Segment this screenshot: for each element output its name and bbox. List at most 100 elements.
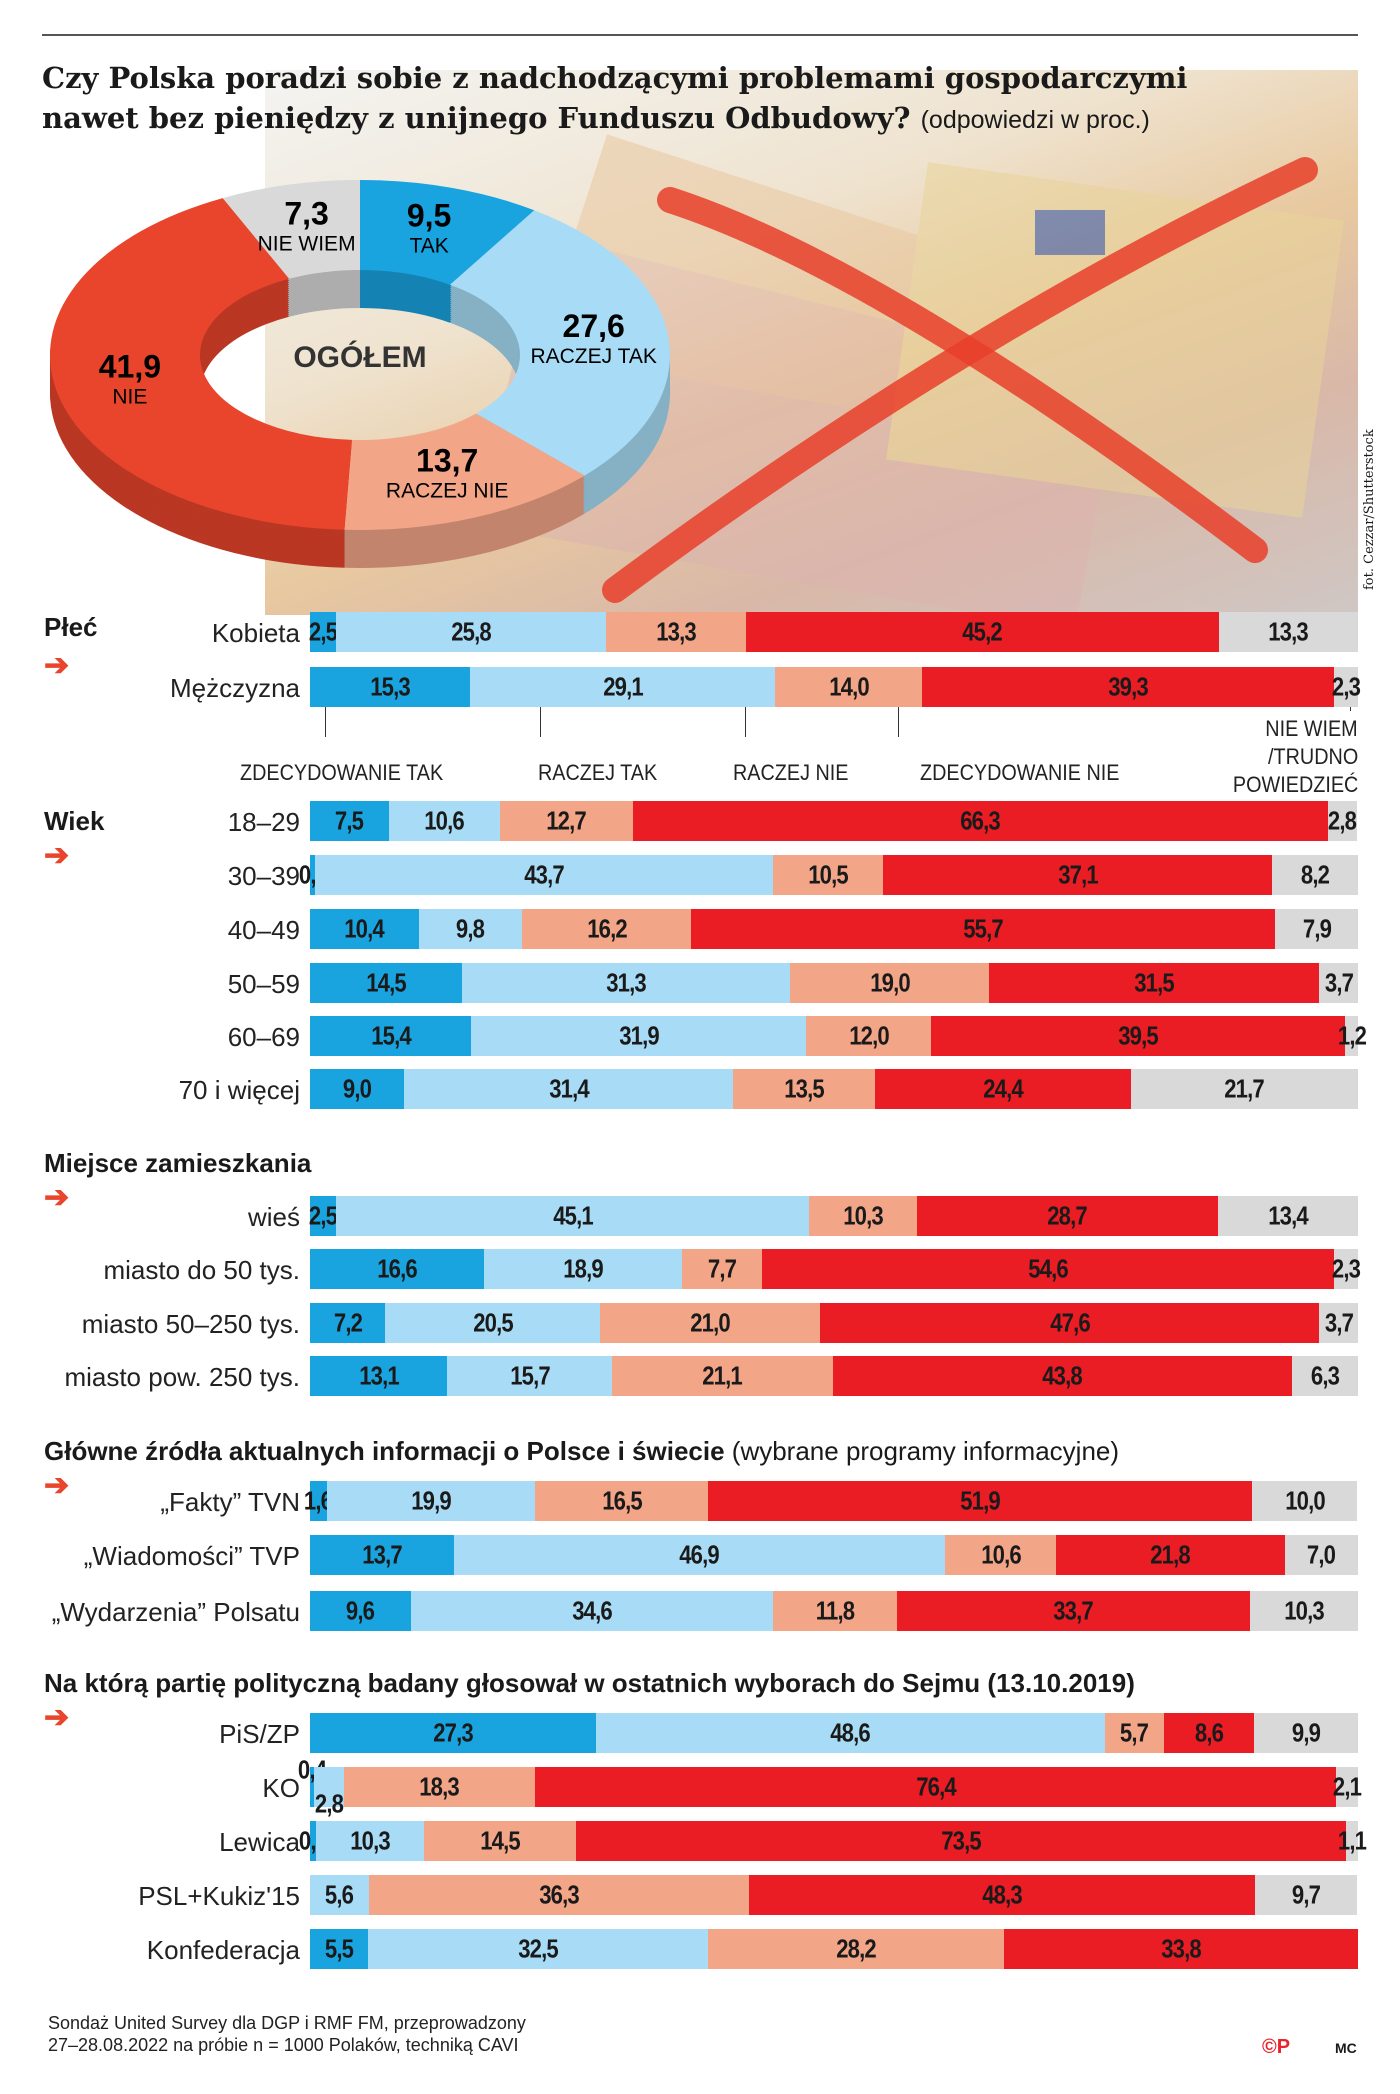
annotation-line bbox=[540, 697, 541, 737]
bar-value-label: 37,1 bbox=[1057, 859, 1098, 890]
bar-value-label: 16,5 bbox=[601, 1485, 642, 1516]
annotation-line bbox=[325, 697, 326, 737]
arrow-icon: ➔ bbox=[44, 839, 70, 872]
bar-value-label: 12,7 bbox=[546, 805, 587, 836]
bar-segment-zdecydowanie-3: 28,7 bbox=[916, 1196, 1218, 1236]
bar-segment-zdecydowanie-0: 9,0 bbox=[310, 1069, 405, 1109]
row-label: 50–59 bbox=[227, 969, 300, 999]
bar-value-label: 43,8 bbox=[1042, 1360, 1083, 1391]
bar-segment-raczej-2: 13,5 bbox=[733, 1069, 875, 1109]
bar-value-label: 54,6 bbox=[1028, 1253, 1068, 1284]
bar-value-label: 33,7 bbox=[1053, 1595, 1094, 1626]
bar-segment-zdecydowanie-3: 73,5 bbox=[576, 1821, 1347, 1861]
stacked-bar-row: 15,4 31,9 12,0 39,5 1,2 bbox=[310, 1016, 1367, 1056]
bar-segment-raczej-1: 20,5 bbox=[385, 1303, 601, 1343]
row-label: Mężczyzna bbox=[169, 673, 300, 703]
row-label: miasto 50–250 tys. bbox=[81, 1309, 300, 1339]
bar-value-label: 13,4 bbox=[1267, 1200, 1308, 1231]
bar-value-label: 5,5 bbox=[324, 1933, 354, 1964]
bar-segment-nie-4: 2,8 bbox=[1327, 801, 1357, 841]
bar-segment-zdecydowanie-3: 51,9 bbox=[708, 1481, 1253, 1521]
bar-segment-raczej-2: 16,5 bbox=[535, 1481, 709, 1521]
stacked-bar-row: 7,5 10,6 12,7 66,3 2,8 bbox=[310, 801, 1358, 841]
bar-value-label: 31,4 bbox=[549, 1073, 589, 1104]
bar-segment-raczej-1: 31,3 bbox=[461, 963, 790, 1003]
bar-segment-zdecydowanie-3: 76,4 bbox=[535, 1767, 1336, 1807]
bar-segment-zdecydowanie-3: 37,1 bbox=[883, 855, 1273, 895]
bar-value-label: 13,3 bbox=[656, 616, 696, 647]
bar-segment-raczej-2: 10,5 bbox=[773, 855, 884, 895]
annotation-line bbox=[898, 697, 899, 737]
photo-credit: fot. Cezzar/Shutterstock bbox=[1362, 429, 1377, 590]
bar-segment-nie-4: 10,0 bbox=[1252, 1481, 1357, 1521]
donut-value-label: 13,7 bbox=[416, 443, 478, 479]
bar-segment-raczej-2: 28,2 bbox=[708, 1929, 1004, 1969]
bar-value-label: 9,6 bbox=[346, 1595, 375, 1626]
arrow-icon: ➔ bbox=[44, 1181, 70, 1214]
group-title: Wiek bbox=[44, 806, 104, 837]
bar-segment-zdecydowanie-3: 21,8 bbox=[1056, 1535, 1285, 1575]
donut-slice-raczej-tak bbox=[449, 210, 670, 476]
bar-segment-raczej-1: 5,6 bbox=[310, 1875, 369, 1915]
bar-segment-zdecydowanie-3: 33,7 bbox=[896, 1591, 1251, 1631]
bar-segment-zdecydowanie-0: 15,4 bbox=[310, 1016, 472, 1056]
bar-segment-raczej-1: 34,6 bbox=[410, 1591, 774, 1631]
stacked-bar-row: 13,7 46,9 10,6 21,8 7,0 bbox=[310, 1535, 1358, 1575]
group-title-text: Główne źródła aktualnych informacji o Po… bbox=[44, 1436, 725, 1466]
bar-segment-raczej-1: 31,9 bbox=[471, 1016, 806, 1056]
bar-segment-nie-4: 6,3 bbox=[1291, 1356, 1358, 1396]
bar-segment-nie-4: 13,3 bbox=[1218, 612, 1358, 652]
group-title-text: Płeć bbox=[44, 612, 98, 642]
bar-value-label: 7,2 bbox=[333, 1307, 363, 1338]
donut-category-label: RACZEJ NIE bbox=[386, 480, 509, 503]
bar-segment-nie-4: 2,3 bbox=[1332, 1249, 1361, 1289]
bar-segment-zdecydowanie-0: 13,7 bbox=[310, 1535, 454, 1575]
bar-value-label: 9,0 bbox=[343, 1073, 372, 1104]
bar-segment-raczej-2: 21,0 bbox=[600, 1303, 821, 1343]
group-title: Na którą partię polityczną badany głosow… bbox=[44, 1668, 1135, 1699]
stacked-bar-row: 9,6 34,6 11,8 33,7 10,3 bbox=[310, 1591, 1358, 1631]
stacked-bar-row: 5,5 32,5 28,2 33,8 bbox=[310, 1929, 1358, 1969]
stacked-bar-row: 27,3 48,6 5,7 8,6 9,9 bbox=[310, 1713, 1358, 1753]
bar-segment-zdecydowanie-0: 13,1 bbox=[310, 1356, 448, 1396]
bar-value-label: 33,8 bbox=[1161, 1933, 1201, 1964]
donut-category-label: NIE bbox=[112, 385, 147, 408]
donut-slice-tak bbox=[360, 180, 535, 285]
bar-value-label: 18,9 bbox=[562, 1253, 603, 1284]
stacked-bar-row: 5,6 36,3 48,3 9,7 bbox=[310, 1875, 1358, 1915]
bar-segment-zdecydowanie-3: 31,5 bbox=[989, 963, 1320, 1003]
stacked-bar-row: 2,5 45,1 10,3 28,7 13,4 bbox=[309, 1196, 1358, 1236]
bar-segment-zdecydowanie-0: 15,3 bbox=[310, 667, 471, 707]
bar-segment-raczej-1: 18,9 bbox=[483, 1249, 682, 1289]
bar-segment-raczej-1: 10,3 bbox=[316, 1821, 425, 1861]
bar-value-label: 1,1 bbox=[1338, 1825, 1367, 1856]
footer-line-2: 27–28.08.2022 na próbie n = 1000 Polaków… bbox=[48, 2035, 519, 2055]
bar-value-label: 2,3 bbox=[1331, 671, 1361, 702]
bar-segment-raczej-1: 45,1 bbox=[336, 1196, 809, 1236]
bar-value-label: 76,4 bbox=[915, 1771, 956, 1802]
bar-value-label: 7,7 bbox=[707, 1253, 737, 1284]
bar-segment-zdecydowanie-0: 5,5 bbox=[310, 1929, 368, 1969]
bar-value-label: 31,3 bbox=[606, 967, 646, 998]
bar-value-label: 2,5 bbox=[309, 1200, 338, 1231]
row-label: „Fakty” TVN bbox=[160, 1487, 300, 1517]
bar-segment-zdecydowanie-3: 43,8 bbox=[832, 1356, 1292, 1396]
bar-value-label: 28,2 bbox=[836, 1933, 876, 1964]
bar-segment-raczej-2: 10,6 bbox=[945, 1535, 1057, 1575]
bar-segment-raczej-1: 9,8 bbox=[418, 909, 522, 949]
bar-segment-raczej-2: 13,3 bbox=[606, 612, 746, 652]
bar-segment-raczej-2: 5,7 bbox=[1104, 1713, 1165, 1753]
bar-value-label: 45,1 bbox=[552, 1200, 593, 1231]
bar-value-label: 47,6 bbox=[1049, 1307, 1090, 1338]
annotation-label: POWIEDZIEĆ bbox=[1232, 772, 1358, 797]
stacked-bar-row: 0,4 2,8 18,3 76,4 2,1 bbox=[298, 1755, 1362, 1819]
bar-value-label: 13,7 bbox=[361, 1539, 402, 1570]
annotation-label: ZDECYDOWANIE NIE bbox=[920, 760, 1120, 785]
bar-segment-raczej-2: 12,7 bbox=[499, 801, 633, 841]
donut-value-label: 9,5 bbox=[407, 198, 451, 234]
donut-category-label: RACZEJ TAK bbox=[530, 345, 656, 368]
bar-segment-zdecydowanie-3: 66,3 bbox=[632, 801, 1328, 841]
bar-value-label: 9,8 bbox=[456, 913, 485, 944]
bar-value-label: 28,7 bbox=[1047, 1200, 1087, 1231]
